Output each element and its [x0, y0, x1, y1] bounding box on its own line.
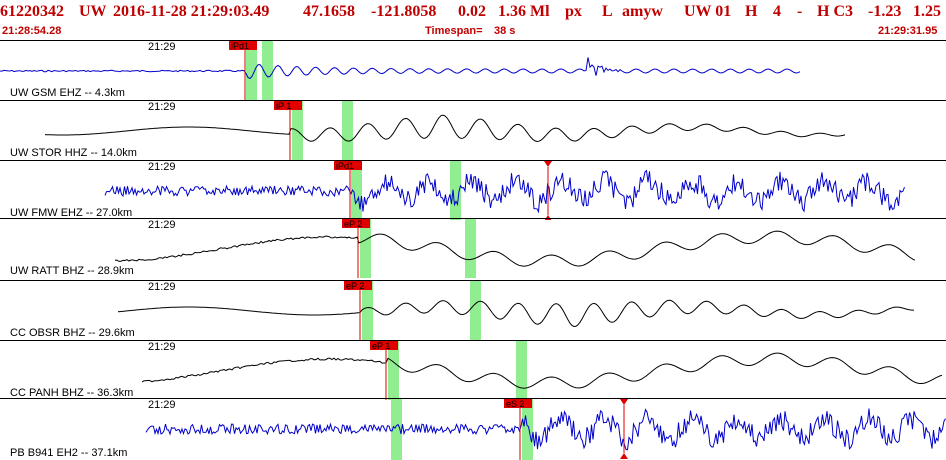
seismogram-panel[interactable]: eP 2 21:29 UW RATT BHZ -- 28.9km	[0, 218, 946, 278]
panel-time-label: 21:29	[148, 341, 176, 353]
pick-label-box[interactable]	[274, 101, 302, 110]
station-label: UW RATT BHZ -- 28.9km	[10, 265, 134, 277]
event-network: UW	[79, 3, 107, 20]
waveform-trace	[114, 230, 916, 267]
event-count: 4	[773, 3, 781, 20]
timespan-end: 21:29:31.95	[878, 25, 938, 37]
seismogram-panel[interactable]: iPd1 21:29 UW GSM EHZ -- 4.3km	[0, 40, 946, 100]
pick-label[interactable]: iPd1	[336, 161, 354, 171]
event-class: H C3	[817, 3, 853, 20]
event-lat: 47.1658	[303, 3, 355, 20]
phase-window[interactable]	[465, 219, 476, 278]
waveform-trace	[141, 352, 943, 389]
pick-label-box[interactable]	[229, 41, 257, 50]
seismogram-panel[interactable]: eP 1 21:29 CC PANH BHZ -- 36.3km	[0, 340, 946, 400]
seismogram-panels[interactable]: iPd1 21:29 UW GSM EHZ -- 4.3km iP 1 21:29 UW …	[0, 40, 946, 460]
event-lon: -121.8058	[371, 3, 437, 20]
phase-window[interactable]	[470, 281, 481, 340]
event-magnitude: 1.36 Ml	[498, 3, 550, 20]
waveform-trace	[117, 299, 914, 328]
waveform-trace	[44, 114, 846, 143]
phase-window[interactable]	[360, 219, 371, 278]
event-header: 61220342 UW 2016-11-28 21:29:03.49 47.16…	[0, 0, 946, 40]
trace-canvas[interactable]: iP 1	[0, 101, 946, 160]
amplitude-marker-icon[interactable]	[620, 399, 628, 405]
panel-time-label: 21:29	[148, 41, 176, 53]
waveform-trace	[0, 57, 801, 80]
seismogram-panel[interactable]: eS 2 21:29 PB B941 EH2 -- 37.1km	[0, 398, 946, 460]
station-label: UW GSM EHZ -- 4.3km	[10, 87, 125, 99]
pick-label-box[interactable]	[334, 161, 362, 170]
timespan-value: 38 s	[494, 25, 516, 37]
amplitude-marker-icon[interactable]	[544, 161, 552, 167]
pick-label-box[interactable]	[504, 399, 532, 408]
pick-label[interactable]: eP 2	[344, 219, 362, 229]
seismogram-panel[interactable]: eP 2 21:29 CC OBSR BHZ -- 29.6km	[0, 280, 946, 340]
event-summary-line: 61220342 UW 2016-11-28 21:29:03.49 47.16…	[0, 3, 946, 23]
pick-label[interactable]: iPd1	[231, 41, 249, 51]
phase-window[interactable]	[362, 281, 373, 340]
phase-window[interactable]	[351, 161, 362, 220]
station-label: PB B941 EH2 -- 37.1km	[10, 447, 128, 459]
panel-time-label: 21:29	[148, 161, 176, 173]
pick-label-box[interactable]	[370, 341, 398, 350]
phase-window[interactable]	[450, 161, 461, 220]
event-author: amyw	[622, 3, 663, 20]
phase-window[interactable]	[522, 399, 533, 460]
event-mag-type: px	[565, 3, 582, 20]
waveform-trace	[104, 169, 905, 214]
phase-window[interactable]	[342, 101, 353, 160]
trace-canvas[interactable]: eP 2	[0, 219, 946, 278]
phase-window[interactable]	[388, 341, 399, 400]
phase-window[interactable]	[516, 341, 527, 400]
event-depth: 0.02	[458, 3, 486, 20]
event-quality: H	[745, 3, 758, 20]
timespan-bar: 21:28:54.28 Timespan= 38 s 21:29:31.95	[0, 25, 946, 39]
waveform-trace	[145, 408, 946, 451]
amplitude-marker-icon[interactable]	[620, 453, 628, 459]
station-label: CC PANH BHZ -- 36.3km	[10, 387, 134, 399]
phase-window[interactable]	[246, 41, 257, 100]
timespan-start: 21:28:54.28	[2, 25, 62, 37]
panel-time-label: 21:29	[148, 101, 176, 113]
event-datetime: 2016-11-28 21:29:03.49	[113, 3, 270, 20]
pick-label[interactable]: eP 1	[372, 341, 390, 351]
panel-time-label: 21:29	[148, 281, 176, 293]
trace-canvas[interactable]: eP 2	[0, 281, 946, 340]
phase-window[interactable]	[262, 41, 273, 100]
phase-window[interactable]	[391, 399, 402, 460]
panel-time-label: 21:29	[148, 399, 176, 411]
trace-canvas[interactable]: eS 2	[0, 399, 946, 460]
trace-canvas[interactable]: iPd1	[0, 41, 946, 100]
panel-time-label: 21:29	[148, 219, 176, 231]
event-id: 61220342	[0, 3, 64, 20]
pick-label[interactable]: iP 1	[276, 101, 291, 111]
station-label: CC OBSR BHZ -- 29.6km	[10, 327, 135, 339]
trace-canvas[interactable]: eP 1	[0, 341, 946, 400]
pick-label-box[interactable]	[342, 219, 370, 228]
station-label: UW STOR HHZ -- 14.0km	[10, 147, 137, 159]
station-label: UW FMW EHZ -- 27.0km	[10, 207, 133, 219]
seismogram-panel[interactable]: iP 1 21:29 UW STOR HHZ -- 14.0km	[0, 100, 946, 160]
event-net-code: UW 01	[684, 3, 732, 20]
trace-canvas[interactable]: iPd1	[0, 161, 946, 220]
pick-label-box[interactable]	[344, 281, 372, 290]
event-val1: -1.23	[868, 3, 902, 20]
timespan-label: Timespan=	[425, 25, 483, 37]
pick-label[interactable]: eS 2	[506, 399, 525, 409]
seismogram-panel[interactable]: iPd1 21:29 UW FMW EHZ -- 27.0km	[0, 160, 946, 220]
event-val2: 1.25	[913, 3, 941, 20]
pick-label[interactable]: eP 2	[346, 281, 364, 291]
event-dash: -	[797, 3, 803, 20]
event-type: L	[602, 3, 613, 20]
